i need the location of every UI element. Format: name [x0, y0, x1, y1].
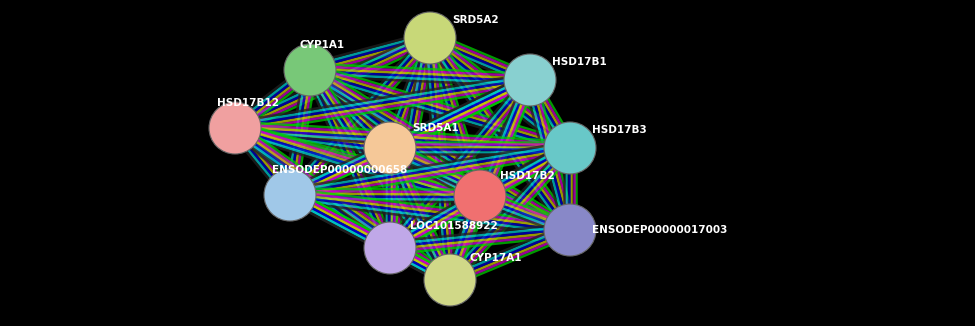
Text: HSD17B3: HSD17B3: [592, 125, 646, 135]
Text: HSD17B12: HSD17B12: [217, 98, 279, 108]
Ellipse shape: [424, 254, 476, 306]
Text: HSD17B2: HSD17B2: [500, 171, 555, 181]
Text: LOC101588922: LOC101588922: [410, 221, 498, 231]
Text: SRD5A2: SRD5A2: [452, 15, 498, 25]
Ellipse shape: [209, 102, 261, 154]
Text: HSD17B1: HSD17B1: [552, 57, 606, 67]
Text: CYP17A1: CYP17A1: [470, 253, 523, 263]
Ellipse shape: [544, 204, 596, 256]
Ellipse shape: [404, 12, 456, 64]
Ellipse shape: [504, 54, 556, 106]
Text: ENSODEP00000000658: ENSODEP00000000658: [272, 165, 408, 175]
Text: SRD5A1: SRD5A1: [412, 123, 458, 133]
Ellipse shape: [454, 170, 506, 222]
Ellipse shape: [364, 222, 416, 274]
Ellipse shape: [544, 122, 596, 174]
Text: ENSODEP00000017003: ENSODEP00000017003: [592, 225, 727, 235]
Ellipse shape: [364, 122, 416, 174]
Ellipse shape: [264, 169, 316, 221]
Ellipse shape: [284, 44, 336, 96]
Text: CYP1A1: CYP1A1: [300, 40, 345, 50]
